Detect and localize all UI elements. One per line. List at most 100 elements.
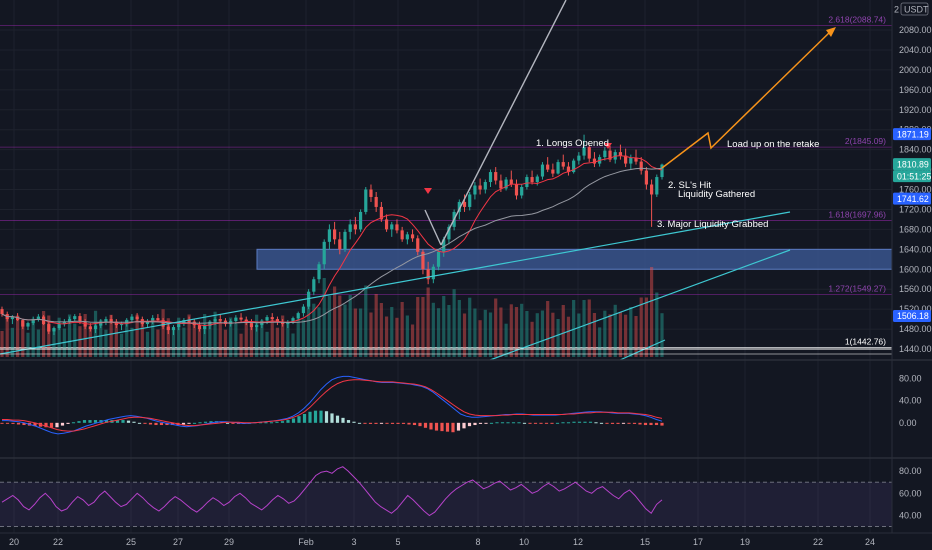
macd-hist-bar-59 — [324, 411, 329, 423]
candle-body-69 — [358, 211, 363, 230]
annotation-liquidity-gathered[interactable]: Liquidity Gathered — [678, 189, 755, 200]
macd-hist-bar-13 — [71, 422, 76, 424]
candle-body-56 — [291, 318, 295, 322]
candle-body-31 — [161, 320, 165, 327]
annotation-longs-opened[interactable]: 1. Longs Opened — [536, 138, 609, 149]
volume-bar-4 — [21, 321, 25, 357]
rsi-axis[interactable]: 80.00 60.00 40.00 — [899, 466, 922, 520]
price-tick-7: 1720.00 — [899, 204, 932, 214]
macd-hist-bar-73 — [401, 422, 406, 424]
time-axis[interactable]: 20 22 25 27 29 Feb 3 5 8 10 12 15 17 19 22 24 — [9, 537, 875, 547]
macd-hist-bar-38 — [209, 421, 213, 423]
macd-hist-bar-50 — [275, 421, 279, 423]
annotation-load-up[interactable]: Load up on the retake — [727, 139, 819, 150]
volume-bar-63 — [327, 296, 331, 357]
scale-mode-indicator[interactable]: 2 — [894, 5, 899, 15]
candle-body-46 — [239, 317, 243, 320]
macd-hist-bar-81 — [445, 422, 450, 432]
macd-hist-bar-68 — [374, 422, 378, 424]
trendline-support-short[interactable] — [619, 339, 666, 361]
volume-bar-49 — [255, 314, 259, 357]
volume-bar-124 — [644, 297, 649, 357]
candle-body-14 — [73, 316, 77, 320]
rsi-line — [1, 466, 663, 517]
price-tick-2: 1520.00 — [899, 304, 932, 314]
candle-body-100 — [520, 187, 524, 196]
macd-hist-bar-109 — [599, 422, 604, 424]
price-tick-4: 1600.00 — [899, 264, 932, 274]
rsi-tick-1: 60.00 — [899, 488, 922, 498]
volume-bar-20 — [104, 329, 108, 357]
candle-body-99 — [514, 184, 519, 196]
volume-bar-37 — [192, 320, 196, 357]
volume-bar-109 — [566, 316, 571, 357]
candle-body-122 — [634, 157, 638, 162]
volume-bar-101 — [525, 311, 529, 357]
macd-hist-bar-3 — [16, 422, 21, 425]
volume-bar-56 — [291, 333, 295, 357]
trendline-support-upper[interactable] — [0, 211, 791, 355]
volume-bar-103 — [535, 313, 539, 357]
candle-body-73 — [379, 206, 383, 220]
marker-arrow-down-2 — [604, 143, 612, 149]
volume-bar-47 — [244, 319, 248, 357]
annotation-major-liquidity[interactable]: 3. Major Liquidity Grabbed — [657, 219, 768, 230]
candle-body-68 — [353, 224, 357, 230]
trendline-support-lower[interactable] — [489, 249, 791, 361]
candle-body-71 — [369, 189, 373, 197]
candle-body-13 — [67, 319, 72, 322]
demand-zone[interactable] — [256, 248, 893, 270]
volume-bar-55 — [286, 323, 290, 357]
tag-last-bg — [893, 158, 931, 171]
candle-body-74 — [384, 219, 389, 230]
volume-bar-120 — [624, 314, 628, 357]
macd-hist-bar-113 — [621, 422, 626, 424]
macd-hist-bar-10 — [55, 422, 59, 428]
macd-axis[interactable]: 80.00 40.00 0.00 — [899, 374, 922, 428]
volume-bar-95 — [494, 298, 498, 357]
candle-body-12 — [62, 321, 66, 325]
macd-hist-bar-2 — [11, 422, 15, 424]
macd-hist-bar-115 — [632, 422, 637, 424]
trendline-grey[interactable] — [440, 0, 567, 246]
projected-path[interactable] — [661, 29, 833, 169]
time-tick-7: 5 — [395, 537, 400, 547]
candle-body-86 — [447, 226, 451, 240]
time-tick-9: 10 — [519, 537, 529, 547]
volume-bar-121 — [629, 307, 633, 357]
candle-body-106 — [551, 169, 555, 174]
volume-bar-88 — [457, 300, 461, 357]
macd-line — [2, 375, 663, 435]
volume-bar-38 — [197, 328, 202, 357]
volume-bar-39 — [203, 314, 207, 357]
candle-body-125 — [650, 184, 654, 195]
macd-hist-bar-69 — [379, 422, 384, 424]
volume-bar-21 — [109, 314, 113, 357]
volume-bar-77 — [400, 302, 404, 357]
candle-body-112 — [582, 147, 586, 156]
macd-hist-bar-36 — [198, 422, 202, 424]
macd-hist-bar-48 — [264, 422, 268, 424]
price-axis[interactable]: 1440.00 1480.00 1520.00 1560.00 1600.00 1640.… — [899, 25, 932, 354]
macd-hist-bar-103 — [566, 422, 571, 424]
macd-hist-bar-21 — [115, 420, 120, 423]
trendline-grey-left[interactable] — [424, 209, 442, 246]
rsi-tick-2: 40.00 — [899, 510, 922, 520]
tag-resistance-text: 1871.19 — [897, 129, 929, 139]
volume-bar-18 — [93, 310, 98, 357]
candle-body-0 — [0, 309, 4, 315]
currency-badge[interactable] — [900, 2, 929, 16]
price-tick-6: 1680.00 — [899, 224, 932, 234]
volume-bar-72 — [374, 294, 378, 357]
volume-bar-28 — [145, 331, 150, 357]
candle-body-61 — [317, 264, 321, 280]
volume-bar-34 — [177, 317, 181, 357]
price-tags: 1871.19 1810.89 01:51:25 1741.62 1506.18 — [893, 128, 931, 323]
candle-body-9 — [47, 324, 51, 332]
volume-bar-106 — [551, 312, 555, 357]
candle-body-70 — [364, 189, 368, 212]
price-tick-14: 2000.00 — [899, 65, 932, 75]
annotation-sl-hit[interactable]: 2. SL's Hit — [668, 180, 711, 191]
volume-bar-110 — [572, 300, 576, 357]
